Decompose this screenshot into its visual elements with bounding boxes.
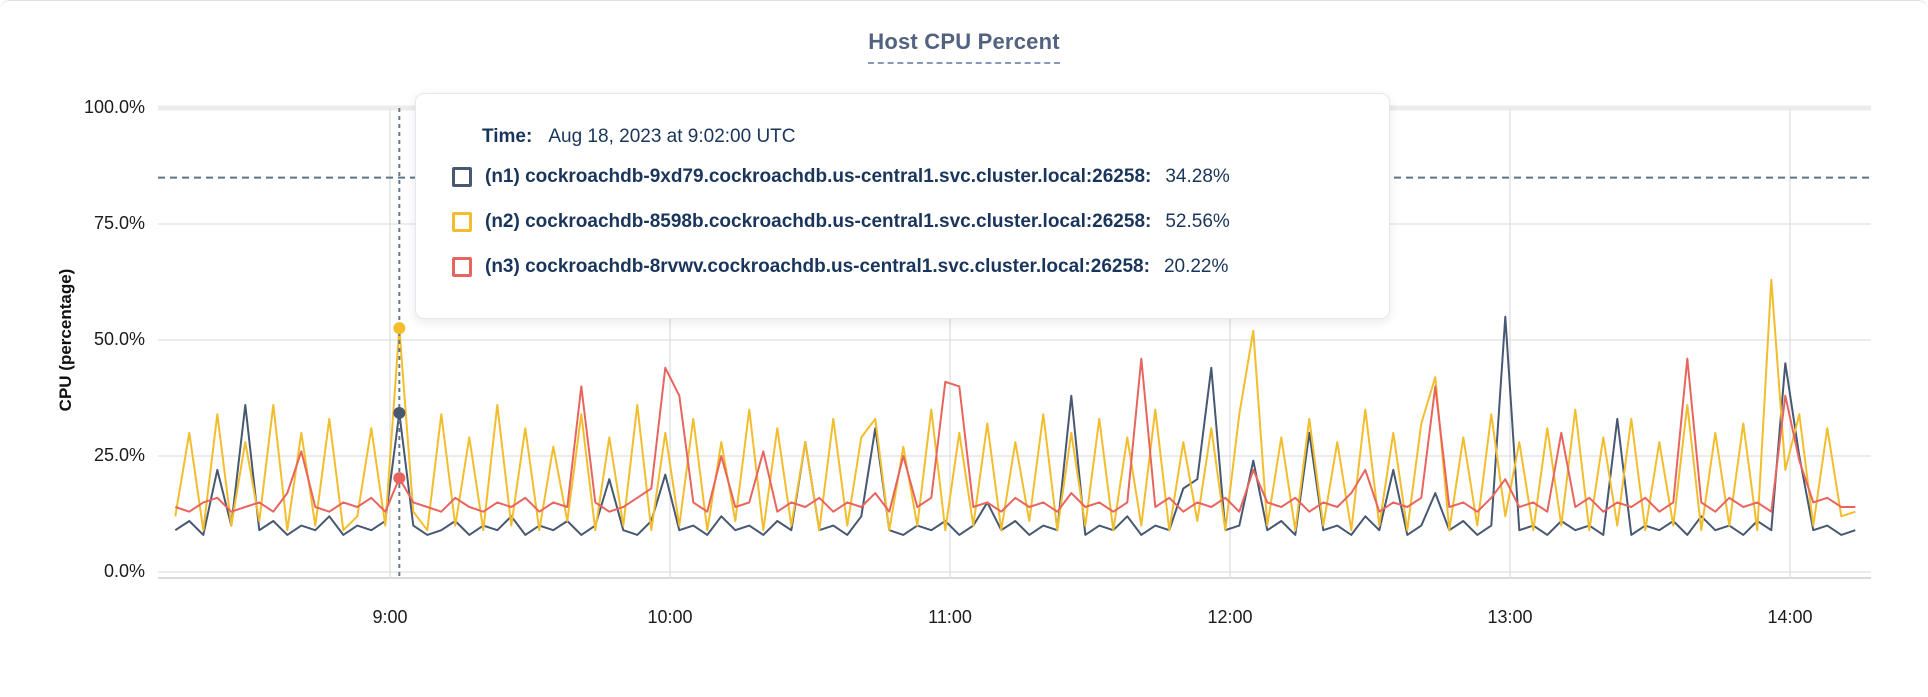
x-tick-label: 11:00 <box>928 607 972 627</box>
series-line-n3 <box>174 357 1856 513</box>
series-n3-swatch-icon <box>452 256 472 277</box>
series-n2-name: (n2) cockroachdb-8598b.cockroachdb.us-ce… <box>485 210 1152 232</box>
y-tick-label: 100.0% <box>83 97 145 117</box>
tooltip-time-label: Time: <box>482 126 533 147</box>
series-n3-value: 20.22% <box>1163 255 1229 277</box>
y-tick-label: 50.0% <box>93 329 145 349</box>
chart-hover-tooltip: Time: Aug 18, 2023 at 9:02:00 UTC (n1) c… <box>415 93 1390 319</box>
tooltip-time-value: Aug 18, 2023 at 9:02:00 UTC <box>548 126 796 147</box>
hover-dot-n1 <box>393 406 406 419</box>
x-tick-label: 14:00 <box>1767 607 1813 627</box>
series-n1-name: (n1) cockroachdb-9xd79.cockroachdb.us-ce… <box>485 165 1152 187</box>
x-tick-label: 12:00 <box>1207 607 1253 627</box>
x-tick-label: 13:00 <box>1487 607 1533 627</box>
y-tick-label: 75.0% <box>93 213 145 233</box>
x-tick-label: 9:00 <box>372 607 408 627</box>
tooltip-series-row-n2: (n2) cockroachdb-8598b.cockroachdb.us-ce… <box>452 199 1355 244</box>
chart-title[interactable]: Host CPU Percent <box>868 29 1060 64</box>
hover-dot-n2 <box>393 322 406 335</box>
series-n3-name: (n3) cockroachdb-8rvwv.cockroachdb.us-ce… <box>485 255 1150 277</box>
tooltip-series-row-n3: (n3) cockroachdb-8rvwv.cockroachdb.us-ce… <box>452 244 1355 289</box>
series-n1-swatch-icon <box>452 166 472 187</box>
series-n2-value: 52.56% <box>1165 210 1230 232</box>
chart-header: Host CPU Percent <box>0 29 1928 64</box>
hover-dot-n3 <box>393 472 406 485</box>
series-n1-value: 34.28% <box>1165 165 1230 187</box>
x-tick-label: 10:00 <box>647 607 693 627</box>
series-n2-swatch-icon <box>452 211 472 232</box>
series-line-n2 <box>174 278 1856 532</box>
tooltip-series-row-n1: (n1) cockroachdb-9xd79.cockroachdb.us-ce… <box>452 154 1355 199</box>
y-tick-label: 25.0% <box>93 445 145 465</box>
tooltip-time-row: Time: Aug 18, 2023 at 9:02:00 UTC <box>452 120 1355 154</box>
series-line-n1 <box>174 315 1856 536</box>
y-tick-label: 0.0% <box>103 561 145 581</box>
